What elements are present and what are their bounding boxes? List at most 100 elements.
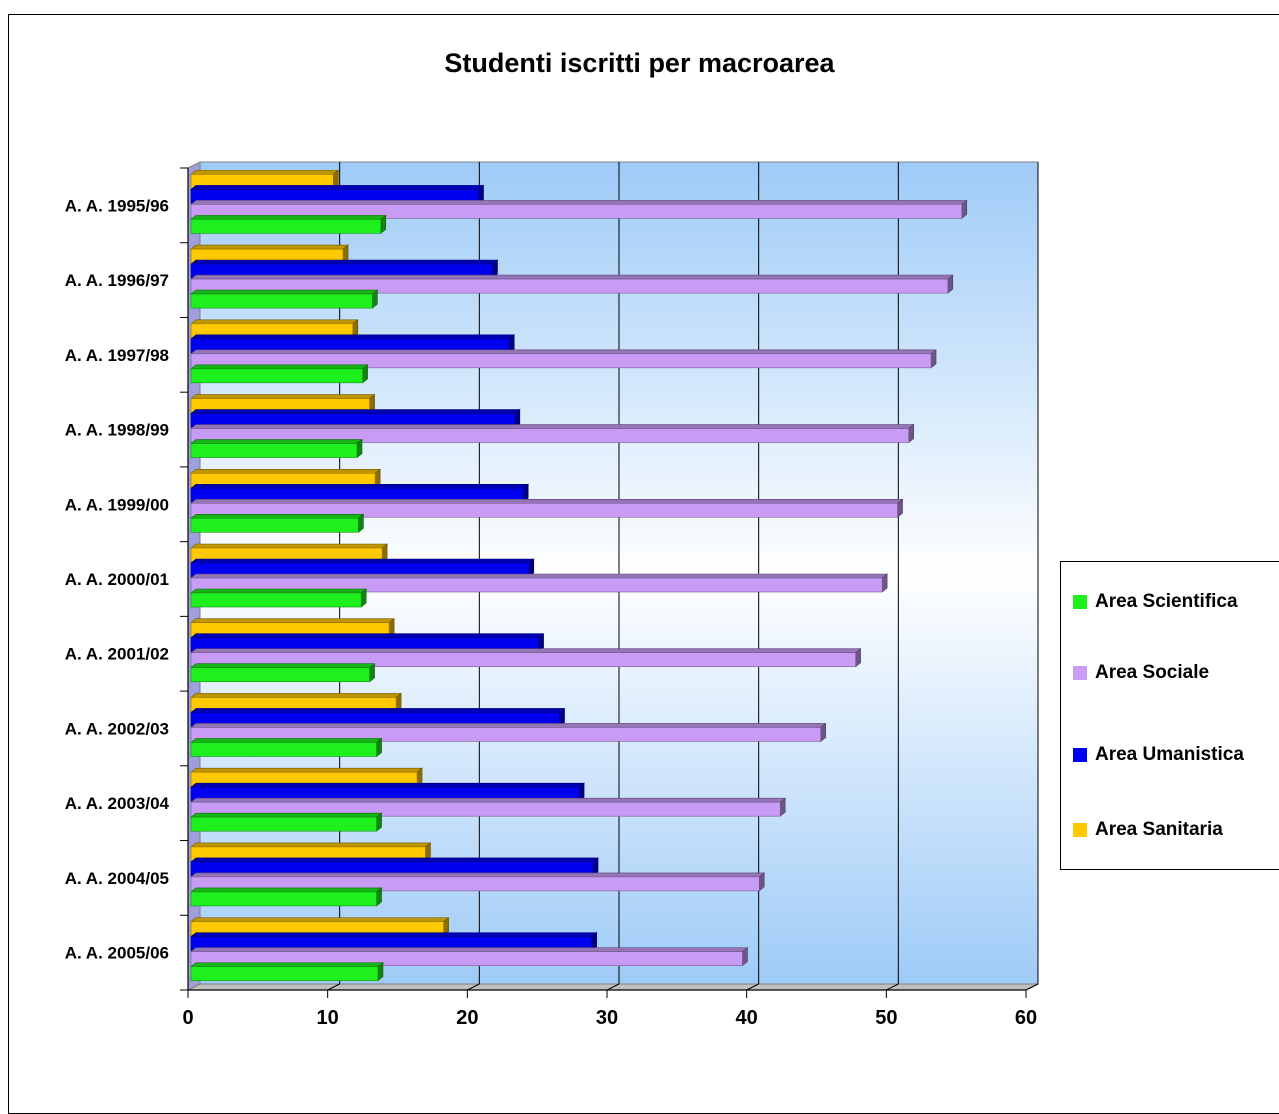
bar-front-face [190,876,760,892]
bar [190,782,585,802]
bar-top-face [190,289,379,295]
bar [190,962,384,982]
bar-top-face [190,259,499,265]
bar [190,498,904,518]
bar [190,872,766,892]
bar-top-face [190,498,904,504]
bar-top-face [190,872,766,878]
gridline-floor [1025,983,1039,991]
bar-top-face [190,274,954,280]
x-tick-label: 40 [736,1007,758,1029]
chart-title: Studenti iscritti per macroarea [444,48,835,78]
legend-label: Area Sociale [1095,662,1210,683]
bar [190,812,383,832]
bar-front-face [190,652,856,668]
bar [190,483,530,503]
bar-top-face [190,215,387,220]
category-label: A. A. 1998/99 [65,421,169,440]
bar-front-face [190,667,370,683]
bar-top-face [190,394,376,399]
legend-label: Area Scientifica [1095,591,1238,612]
bar [190,184,485,204]
category-label: A. A. 2004/05 [65,869,169,888]
bar-top-face [190,633,545,639]
bar-top-face [190,618,395,624]
category-label: A. A. 2000/01 [65,570,169,589]
legend-swatch [1073,595,1087,609]
legend-swatch [1073,748,1087,762]
x-tick-label: 30 [596,1007,618,1029]
bar-front-face [190,727,821,742]
bar [190,513,365,533]
x-tick-label: 20 [456,1007,478,1029]
bar-top-face [190,917,450,922]
gridline-floor [746,983,759,991]
bar-top-face [190,200,968,205]
bar-top-face [190,648,862,654]
category-label: A. A. 2001/02 [65,645,169,664]
bar-front-face [190,443,358,458]
bar [190,199,968,219]
bar [190,169,340,189]
bar [190,214,387,234]
bar-front-face [190,816,377,832]
bar [190,633,545,653]
category-label: A. A. 1997/98 [65,346,169,365]
bar [190,289,379,309]
bar-top-face [190,573,888,579]
bar [190,349,937,369]
bar-top-face [190,349,937,355]
bar [190,408,521,429]
category-label: A. A. 1996/97 [65,271,169,290]
bar-top-face [190,244,349,250]
chart-legend: Area Scientifica Area Sociale Area Umanist… [1060,561,1279,870]
bar-top-face [190,468,382,474]
bar-top-face [190,588,368,594]
bar-front-face [190,353,932,369]
bar-top-face [190,693,402,698]
x-tick-label: 50 [875,1007,897,1029]
bar [190,722,827,743]
bar [190,932,598,952]
category-label: A. A. 2003/04 [65,794,170,813]
bar-top-face [190,962,384,967]
bar [190,707,566,728]
category-label: A. A. 2002/03 [65,719,169,738]
bar-top-face [190,319,359,325]
x-tick-label: 60 [1015,1007,1037,1029]
bar-front-face [190,742,377,757]
legend-label: Area Sanitaria [1095,819,1223,840]
bar-top-face [190,723,827,728]
gridline-floor [467,983,480,991]
legend-item: Area Scientifica [1073,591,1238,612]
bar-front-face [190,966,379,981]
gridline-floor [606,983,620,991]
bar-top-face [190,812,383,818]
category-label: A. A. 1999/00 [65,495,169,514]
bar-top-face [190,708,566,713]
bar-front-face [190,293,373,309]
bar-front-face [190,891,377,907]
bar-front-face [190,577,883,593]
gridline-floor [886,983,899,991]
x-tick-label: 10 [317,1007,339,1029]
bar-front-face [190,502,898,518]
bar-top-face [190,170,340,175]
category-label: A. A. 2005/06 [65,944,169,963]
category-label: A. A. 1995/96 [65,196,169,215]
bar-top-face [190,185,485,190]
bar [190,274,954,294]
legend-item: Area Sanitaria [1073,819,1223,840]
bar-top-face [190,513,365,519]
bar-top-face [190,738,383,743]
bar-top-face [190,797,787,803]
bar [190,737,383,758]
legend-item: Area Sociale [1073,662,1210,683]
bar-top-face [190,782,585,788]
bar-top-face [190,409,521,414]
bar [190,244,349,264]
bar [190,468,382,488]
bar [190,438,363,459]
bar-front-face [190,517,359,533]
